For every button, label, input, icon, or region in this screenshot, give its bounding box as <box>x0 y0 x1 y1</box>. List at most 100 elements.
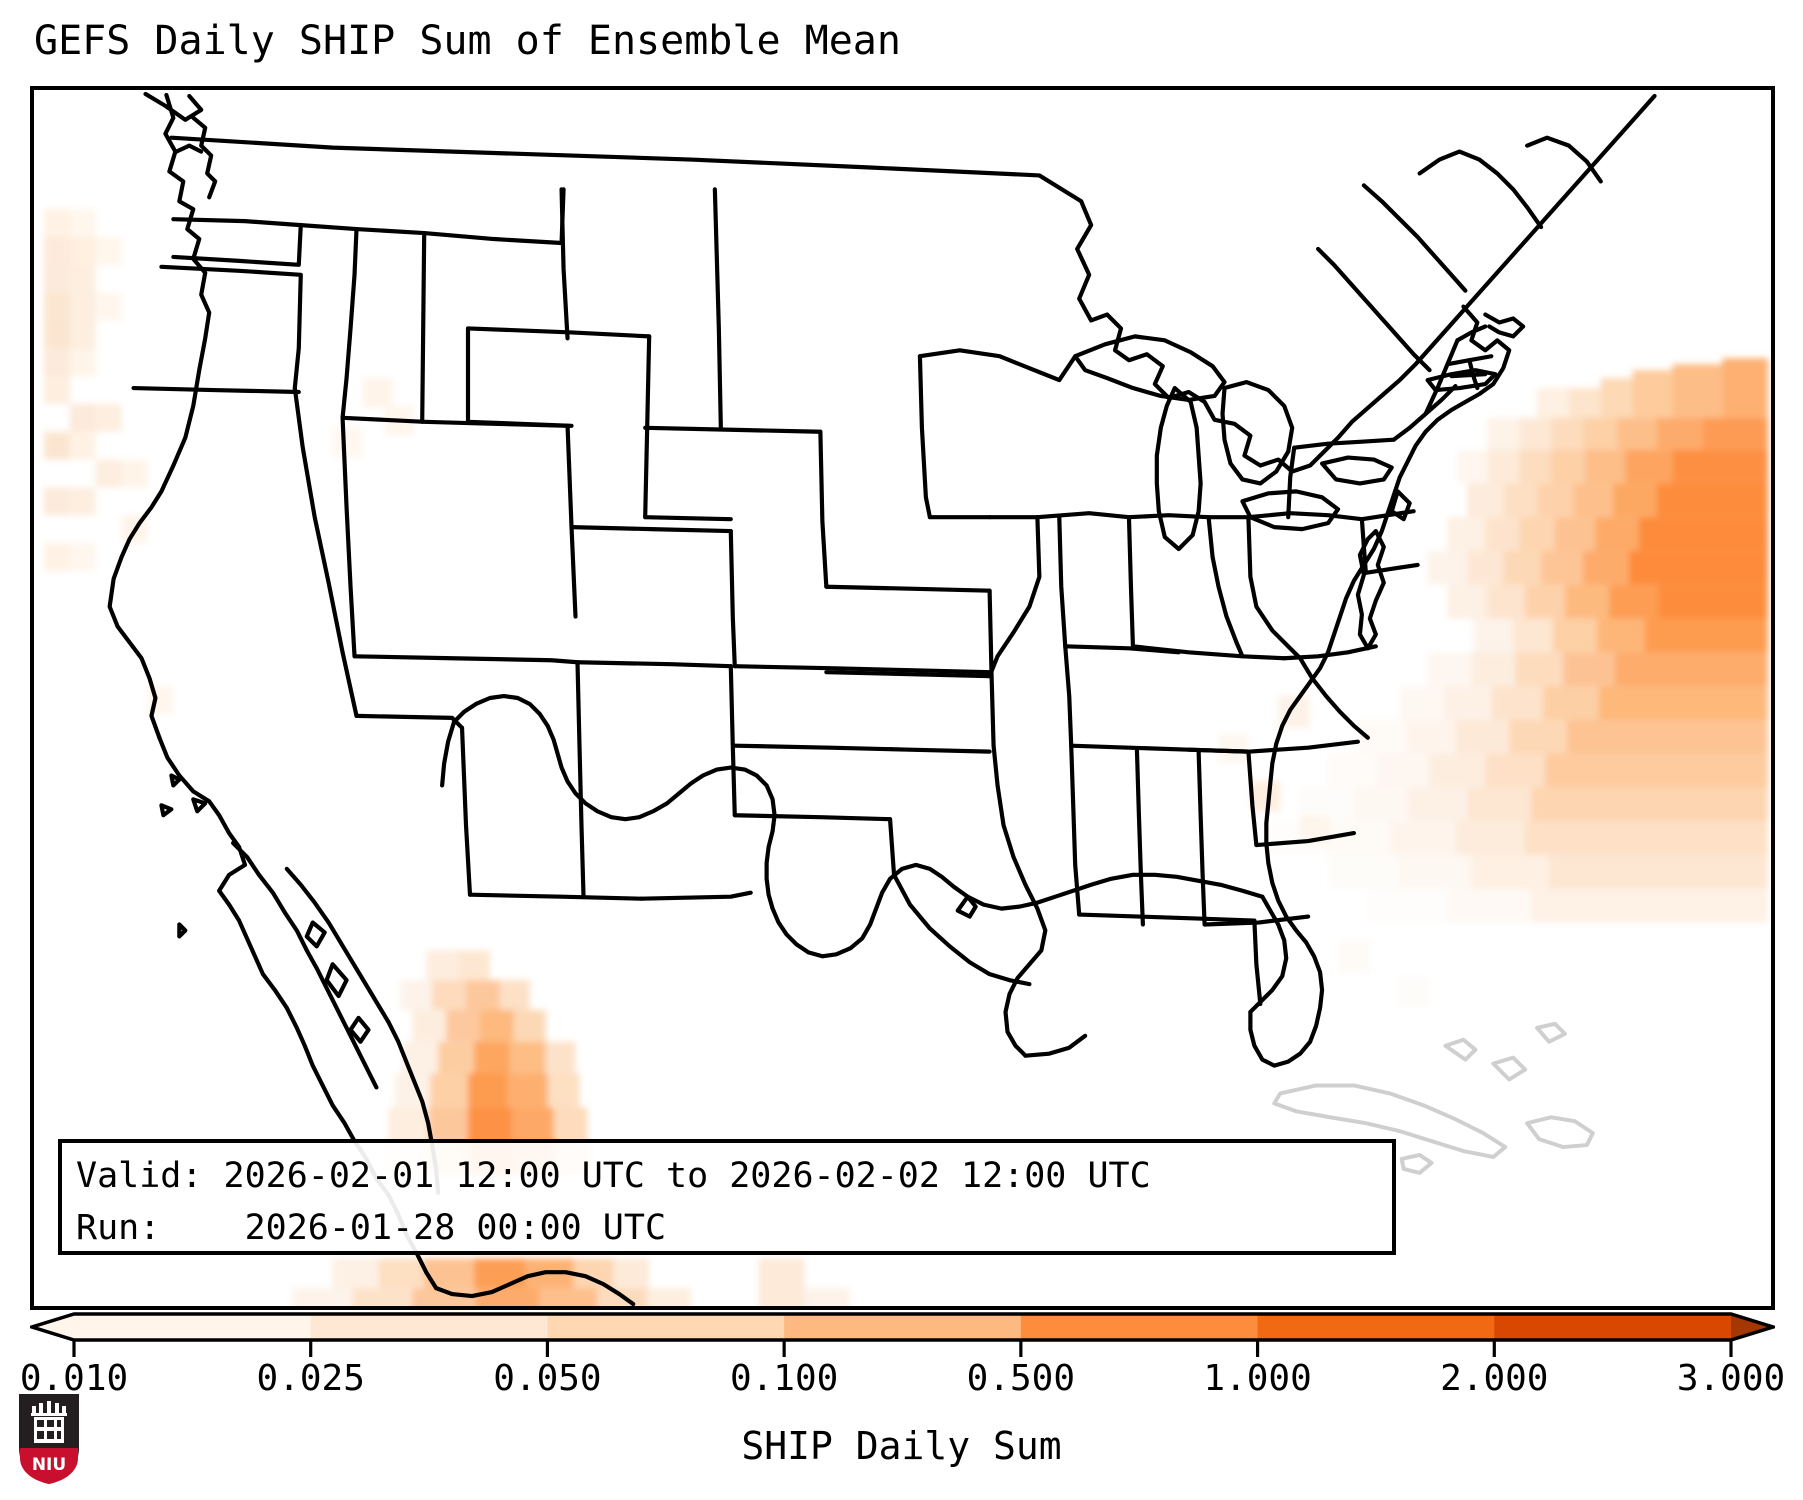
border-ok-tx-red-river <box>887 817 1032 987</box>
coast-gulf-california-west <box>230 840 379 1090</box>
colorbar-band <box>1494 1314 1732 1340</box>
border-ca-nv <box>292 385 359 718</box>
border-fl-ga <box>1252 918 1263 1007</box>
coast-vancouver-island <box>143 91 204 122</box>
valid-time-line: Valid: 2026-02-01 12:00 UTC to 2026-02-0… <box>76 1156 1151 1196</box>
border-mt-wy <box>465 326 574 428</box>
coast-la-detail <box>1023 1033 1088 1058</box>
lake-superior <box>1073 334 1227 403</box>
border-sc-nc <box>1254 831 1357 848</box>
island-bahamas-2 <box>1491 1055 1528 1082</box>
border-nd-mt-dummy <box>559 187 570 341</box>
colorbar-tick-label: 1.000 <box>1203 1358 1312 1399</box>
border-sd-ne <box>643 515 733 522</box>
niu-windows <box>37 1420 61 1439</box>
island-gulf-3 <box>348 1015 371 1044</box>
border-nd-sd <box>643 425 823 434</box>
border-wv-pa-va <box>1246 515 1303 661</box>
colorbar-extend-max <box>1731 1314 1773 1340</box>
info-box: Valid: 2026-02-01 12:00 UTC to 2026-02-0… <box>58 1139 1396 1255</box>
data-cells-west-atlantic <box>1218 358 1769 1008</box>
border-gulf-states-s <box>1077 912 1257 923</box>
border-az-nm-s <box>467 892 644 901</box>
colorbar-tick-label: 0.050 <box>493 1358 602 1399</box>
map-frame <box>30 86 1775 1310</box>
border-ne-ks <box>732 664 992 675</box>
coast-puget-sound <box>191 115 218 200</box>
river-st-lawrence-north <box>1361 183 1468 293</box>
island-hispaniola <box>1525 1115 1595 1150</box>
niu-logo-svg: NIU <box>19 1394 79 1484</box>
delta-mississippi <box>955 894 978 919</box>
border-nj-ny <box>1359 509 1416 522</box>
colorbar-axis-label: SHIP Daily Sum <box>741 1424 1062 1468</box>
border-wy-co-w <box>565 423 578 619</box>
border-md-de <box>1363 562 1420 575</box>
colorbar[interactable] <box>30 1312 1775 1362</box>
data-cells-ne-pacific <box>43 209 415 714</box>
border-ut-co-s <box>575 660 733 669</box>
border-ia-mo <box>824 670 992 679</box>
border-co-ok-w <box>728 664 737 818</box>
border-tn-nc <box>1246 749 1259 848</box>
border-tn-ms-w <box>1069 743 1082 917</box>
colorbar-tick-label: 0.025 <box>256 1358 365 1399</box>
border-az-nm <box>459 725 473 897</box>
border-in-oh <box>1126 515 1136 649</box>
border-wa-or <box>171 217 303 267</box>
border-nv-ut <box>340 415 357 659</box>
border-mt-wy-n <box>465 326 652 339</box>
border-vt-nh <box>1423 338 1460 416</box>
border-ok-tx-panhandle <box>732 813 893 822</box>
colorbar-tick-label: 0.500 <box>966 1358 1076 1399</box>
border-or-id <box>159 264 303 391</box>
colorbar-svg <box>30 1312 1775 1357</box>
border-al-ga <box>1196 749 1207 927</box>
island-jamaica <box>1399 1153 1434 1175</box>
border-ks-ok <box>732 743 992 754</box>
border-ca-az <box>354 713 465 730</box>
colorbar-band <box>547 1314 785 1340</box>
lake-michigan <box>1154 385 1203 552</box>
colorbar-band <box>1257 1314 1495 1340</box>
border-ny-pa-n <box>1292 437 1396 450</box>
bay-chesapeake <box>1355 529 1386 651</box>
coast-atlantic <box>1248 304 1512 1068</box>
border-us-canada-49n <box>169 135 1084 204</box>
colorbar-tick-label: 2.000 <box>1440 1358 1549 1399</box>
island-gulf-2 <box>324 962 349 999</box>
border-mn-wi <box>917 354 992 520</box>
coast-gulf-st-lawrence <box>1417 149 1544 230</box>
lake-huron <box>1220 379 1295 486</box>
island-gulf-1 <box>304 920 327 949</box>
border-ia-mo-n <box>824 584 992 593</box>
border-ms-al <box>1134 747 1145 927</box>
island-cuba <box>1272 1083 1508 1159</box>
border-great-lakes-states-n <box>1035 511 1251 520</box>
coast-mexico-w-upper <box>440 719 457 788</box>
coast-gulf-of-mexico <box>451 693 1265 959</box>
border-mt-id-e <box>420 230 427 424</box>
border-va-internal <box>1298 656 1370 740</box>
colorbar-bands <box>32 1314 1773 1340</box>
island-channel-3 <box>159 803 174 818</box>
river-mississippi-upper <box>987 515 1042 679</box>
colorbar-ticks <box>72 1340 1733 1357</box>
colorbar-band <box>310 1314 549 1340</box>
colorbar-extend-min <box>32 1314 74 1340</box>
bay-delaware <box>1389 489 1412 522</box>
border-ny-pa-w <box>1286 445 1297 520</box>
border-mt-nd-n <box>354 187 566 246</box>
colorbar-tick-label: 0.010 <box>19 1358 129 1399</box>
page-title: GEFS Daily SHIP Sum of Ensemble Mean <box>34 18 901 64</box>
border-pa-nj <box>1359 517 1368 575</box>
river-st-lawrence-south <box>1315 246 1432 373</box>
niu-logo-text: NIU <box>32 1455 66 1475</box>
border-nm-tx-s <box>639 890 753 901</box>
colorbar-band <box>1020 1314 1259 1340</box>
border-or-ca <box>131 385 301 395</box>
coast-strait-juan-de-fuca <box>174 143 204 154</box>
island-gulf-4 <box>177 922 188 939</box>
coast-mexico-south <box>434 1270 636 1306</box>
border-nd-mn <box>712 187 723 430</box>
